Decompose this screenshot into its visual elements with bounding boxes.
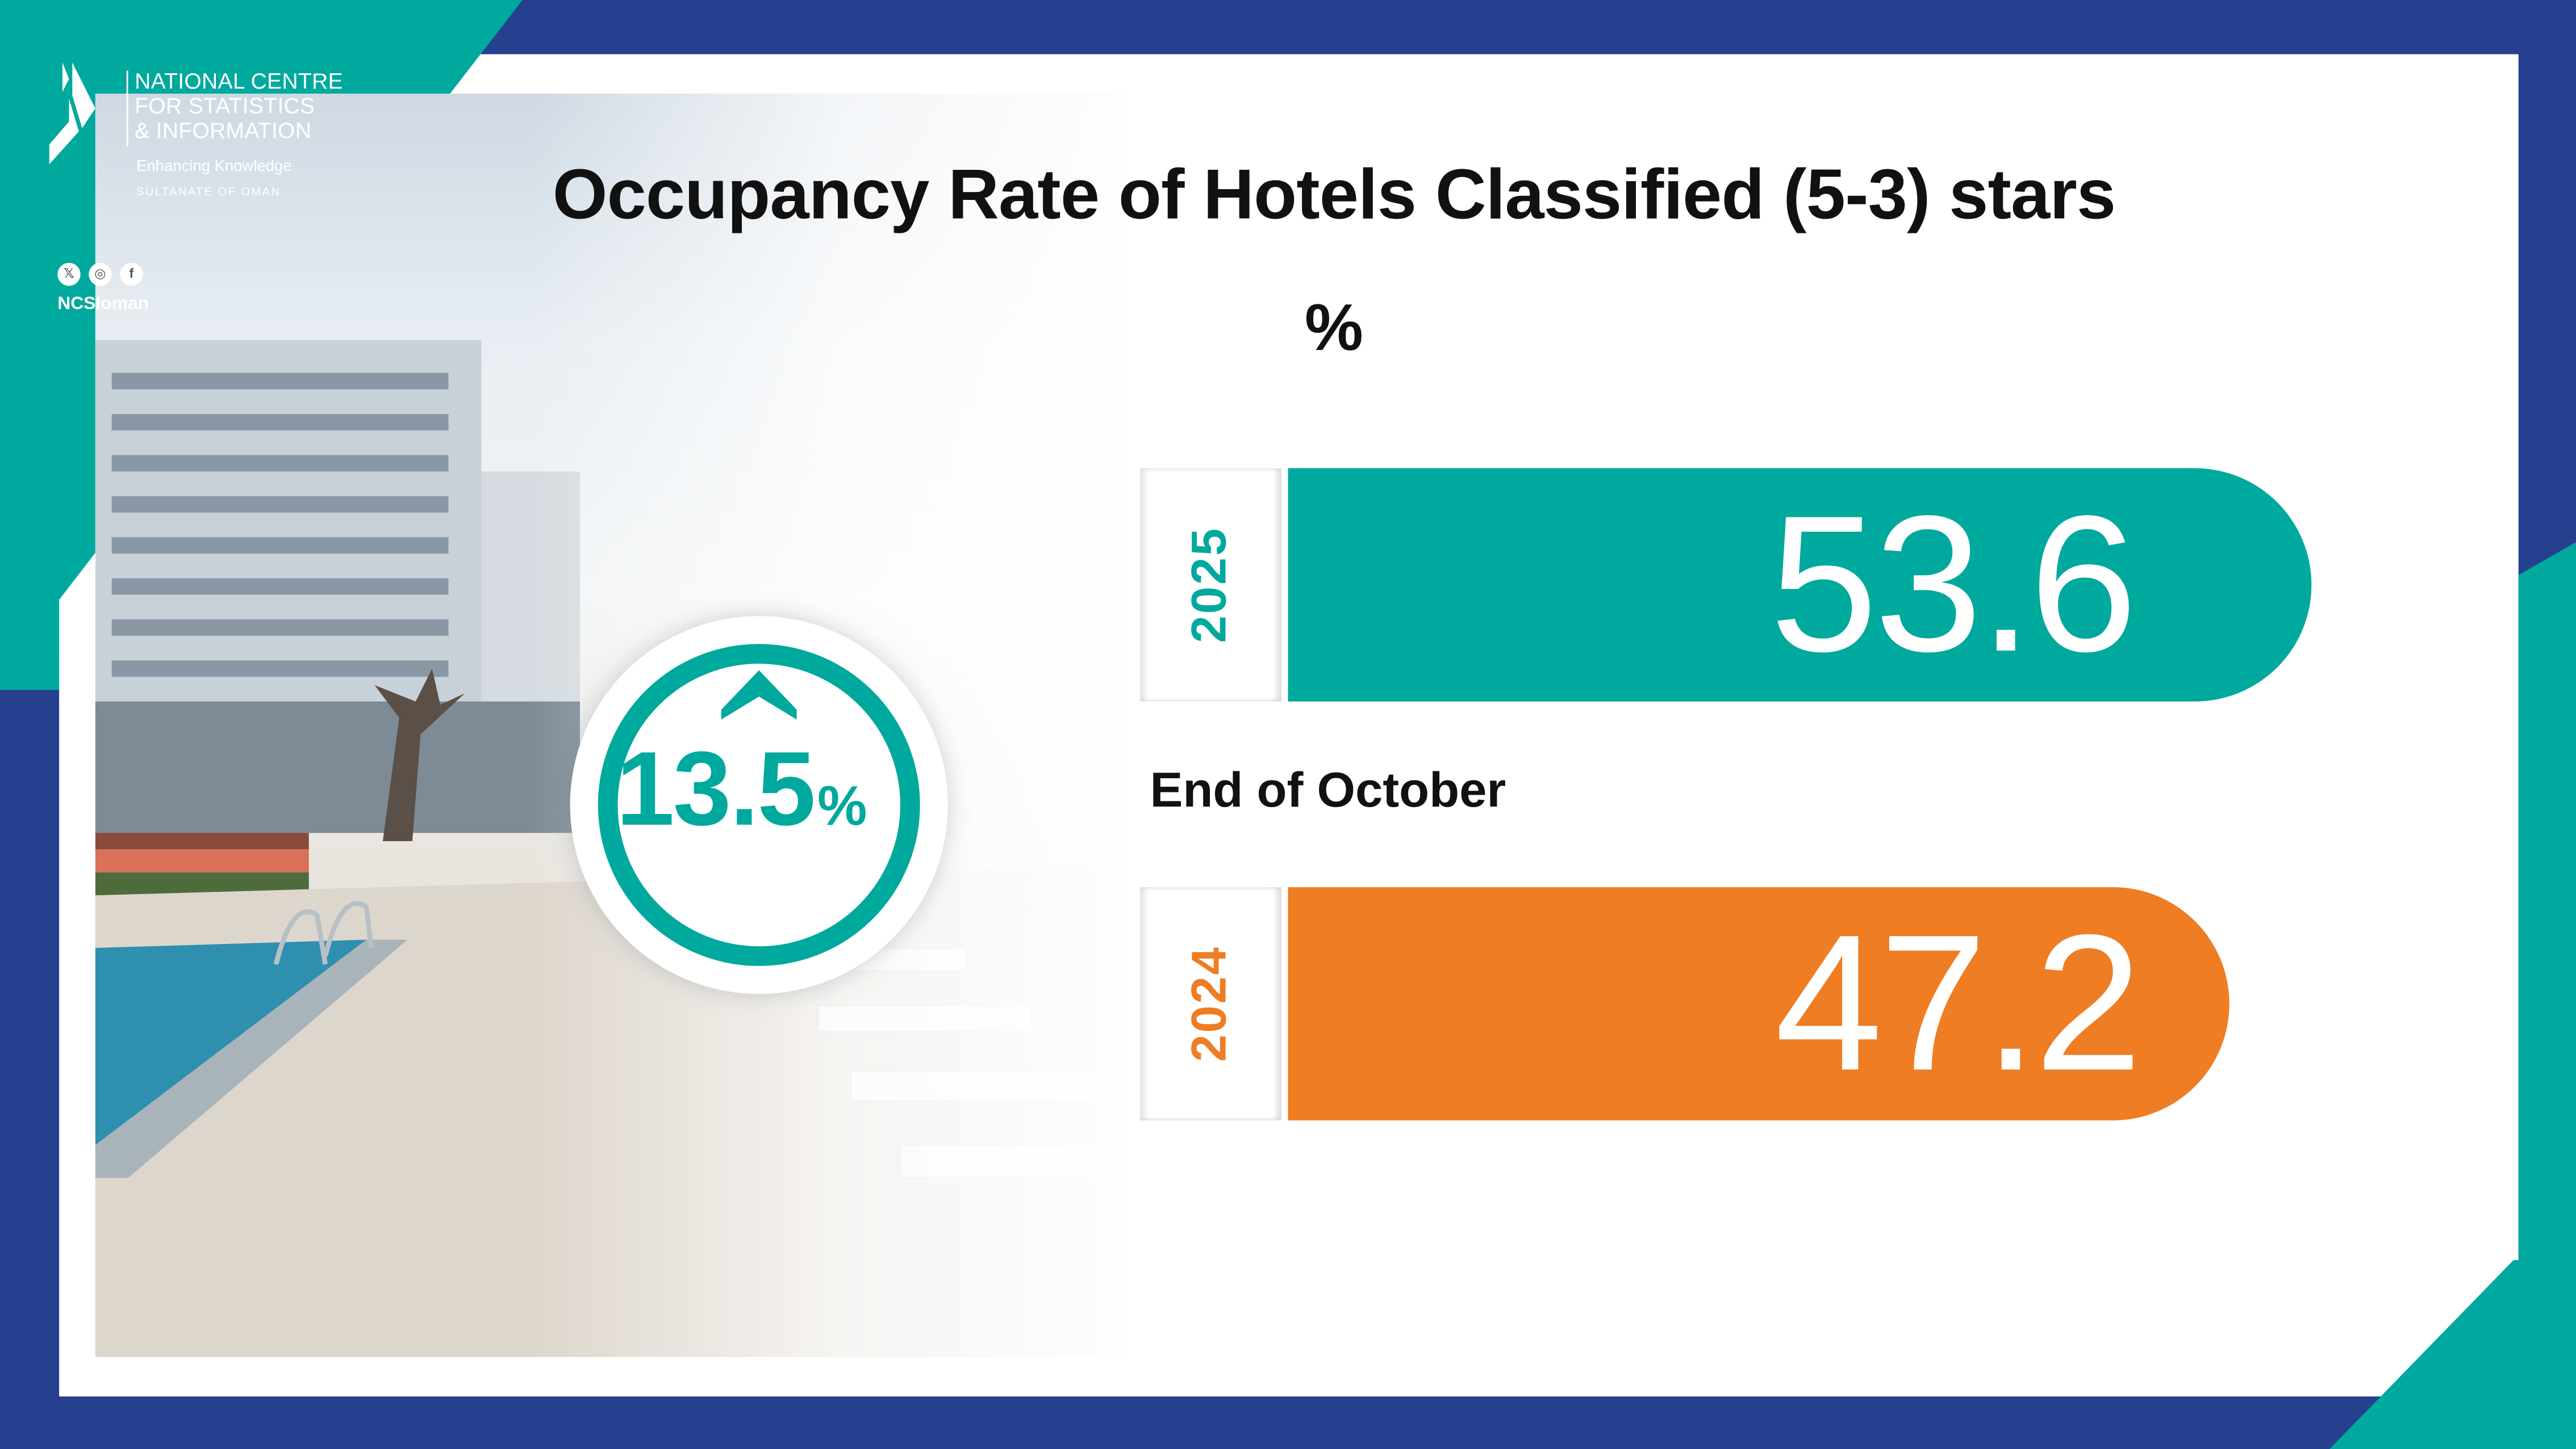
x-icon[interactable]: 𝕏	[57, 262, 81, 286]
growth-badge: 13.5%	[570, 616, 948, 994]
bar-value-2024: 47.2	[1775, 895, 2143, 1113]
growth-number: 13.5	[616, 729, 816, 848]
chevron-up-icon	[721, 670, 797, 720]
growth-value: 13.5%	[616, 728, 867, 849]
country-label: SULTANATE OF OMAN	[136, 187, 281, 199]
ncsi-logo-icon	[49, 62, 95, 165]
growth-unit: %	[817, 775, 867, 838]
chart-title: Occupancy Rate of Hotels Classified (5-3…	[552, 156, 2116, 235]
year-tab-2024: 2024	[1140, 887, 1281, 1121]
teal-corner-bottom-right	[2329, 542, 2576, 1449]
facebook-icon[interactable]: f	[120, 262, 143, 286]
org-name-line-3: & INFORMATION	[135, 118, 312, 143]
tagline: Enhancing Knowledge	[136, 157, 292, 176]
unit-label: %	[1304, 292, 1363, 365]
org-name-line-1: NATIONAL CENTRE	[135, 69, 343, 94]
year-label-2024: 2024	[1183, 945, 1237, 1062]
year-tab-2025: 2025	[1140, 468, 1281, 702]
bar-2025: 53.6	[1288, 468, 2312, 702]
year-label-2025: 2025	[1183, 527, 1237, 643]
instagram-icon[interactable]: ◎	[89, 262, 112, 286]
logo-divider	[126, 70, 128, 147]
bar-value-2025: 53.6	[1769, 476, 2137, 694]
social-handle[interactable]: NCSIoman	[57, 294, 149, 314]
period-label: End of October	[1150, 763, 1506, 819]
bar-2024: 47.2	[1288, 887, 2230, 1121]
org-name-line-2: FOR STATISTICS	[135, 93, 315, 119]
